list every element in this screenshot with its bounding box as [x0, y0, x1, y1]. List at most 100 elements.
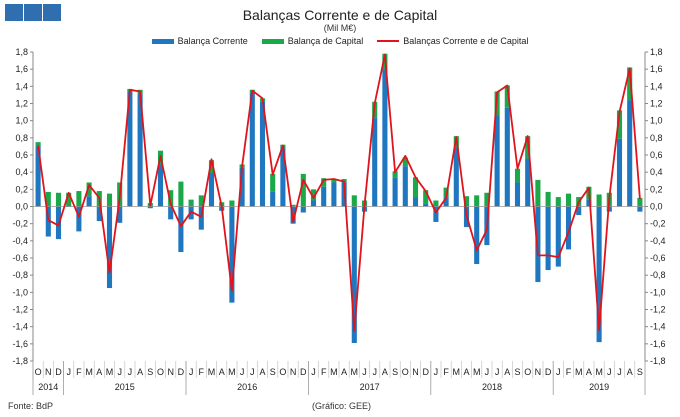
- bar-capital: [463, 196, 470, 207]
- bar-capital: [321, 178, 327, 187]
- x-tick-label: S: [147, 367, 153, 377]
- x-tick-label: M: [575, 367, 583, 377]
- x-tick-label: N: [412, 367, 419, 377]
- bar-current: [117, 206, 123, 223]
- bar-capital: [351, 195, 357, 207]
- x-tick-label: A: [463, 367, 469, 377]
- x-tick-label: M: [473, 367, 481, 377]
- bar-current: [290, 206, 296, 224]
- x-tick-label: A: [219, 367, 225, 377]
- x-tick-label: S: [637, 367, 643, 377]
- y-tick-label-left: 0,2: [15, 184, 28, 194]
- x-year-label: 2014: [38, 382, 58, 392]
- bar-capital: [178, 181, 184, 207]
- y-tick-label-left: 0,8: [15, 133, 28, 143]
- x-tick-label: F: [443, 367, 449, 377]
- x-tick-label: J: [66, 367, 71, 377]
- bar-capital: [637, 197, 643, 207]
- x-tick-label: J: [617, 367, 622, 377]
- x-tick-label: A: [259, 367, 265, 377]
- bar-current: [555, 206, 561, 267]
- logo-block-1: [5, 4, 23, 21]
- y-tick-label-left: -1,2: [12, 305, 28, 315]
- x-tick-label: O: [402, 367, 409, 377]
- y-tick-label-left: -1,8: [12, 356, 28, 366]
- bar-capital: [45, 191, 51, 207]
- x-tick-label: A: [504, 367, 510, 377]
- x-tick-label: D: [422, 367, 429, 377]
- bar-capital: [331, 179, 337, 183]
- bar-capital: [290, 204, 296, 207]
- x-tick-label: O: [157, 367, 164, 377]
- chart-title: Balanças Corrente e de Capital: [242, 7, 438, 23]
- bar-current: [494, 115, 500, 207]
- bar-current: [565, 206, 572, 250]
- y-tick-label-right: -1,8: [650, 356, 666, 366]
- x-tick-label: M: [595, 367, 603, 377]
- bar-current: [525, 158, 531, 207]
- x-year-label: 2016: [237, 382, 257, 392]
- bar-current: [106, 206, 113, 289]
- x-tick-label: S: [514, 367, 520, 377]
- bar-current: [259, 101, 266, 207]
- x-tick-label: N: [45, 367, 52, 377]
- x-year-label: 2017: [360, 382, 380, 392]
- x-tick-label: J: [117, 367, 122, 377]
- x-tick-label: N: [167, 367, 174, 377]
- x-tick-label: J: [250, 367, 255, 377]
- bar-current: [249, 92, 255, 207]
- bar-capital: [188, 199, 194, 207]
- x-tick-label: M: [106, 367, 114, 377]
- y-tick-label-right: 1,0: [650, 116, 663, 126]
- bar-current: [198, 206, 204, 230]
- y-tick-label-right: 0,8: [650, 133, 663, 143]
- x-tick-label: J: [434, 367, 439, 377]
- chart-subtitle: (Mil M€): [323, 23, 357, 33]
- bar-current: [627, 100, 633, 207]
- x-tick-label: D: [545, 367, 552, 377]
- bar-current: [76, 206, 82, 232]
- x-tick-label: J: [495, 367, 500, 377]
- bar-current: [474, 206, 480, 265]
- bar-current: [443, 197, 449, 207]
- bar-current: [351, 206, 357, 343]
- bar-current: [616, 138, 623, 207]
- bar-capital: [66, 192, 72, 207]
- legend-label-combined: Balanças Corrente e de Capital: [403, 36, 529, 46]
- x-tick-label: F: [566, 367, 572, 377]
- bar-capital: [504, 85, 510, 108]
- y-tick-label-right: -1,4: [650, 322, 666, 332]
- bar-current: [147, 206, 153, 209]
- x-tick-label: A: [341, 367, 347, 377]
- y-tick-label-right: 0,4: [650, 167, 663, 177]
- bar-capital: [514, 168, 521, 183]
- legend-item-capital: Balança de Capital: [261, 36, 363, 46]
- x-tick-label: J: [240, 367, 245, 377]
- bar-capital: [433, 200, 439, 207]
- bar-capital: [392, 171, 398, 178]
- bar-capital: [565, 193, 572, 207]
- x-tick-label: O: [524, 367, 531, 377]
- bar-capital: [412, 177, 419, 198]
- y-tick-label-left: -1,6: [12, 339, 28, 349]
- x-tick-label: J: [485, 367, 490, 377]
- x-year-label: 2018: [482, 382, 502, 392]
- y-tick-label-right: -0,6: [650, 253, 666, 263]
- bar-current: [157, 164, 164, 207]
- x-tick-label: F: [321, 367, 327, 377]
- bar-current: [239, 167, 245, 207]
- source-note: Fonte: BdP: [8, 401, 54, 411]
- x-tick-label: A: [137, 367, 143, 377]
- legend-label-current: Balança Corrente: [177, 36, 248, 46]
- bar-capital: [55, 192, 62, 207]
- x-year-label: 2019: [589, 382, 609, 392]
- bar-capital: [402, 157, 408, 167]
- y-tick-label-right: -1,6: [650, 339, 666, 349]
- bar-current: [300, 206, 306, 213]
- x-tick-label: M: [208, 367, 216, 377]
- bar-capital: [270, 173, 276, 192]
- x-tick-label: M: [85, 367, 93, 377]
- bar-current: [382, 70, 388, 207]
- bar-current: [596, 206, 602, 343]
